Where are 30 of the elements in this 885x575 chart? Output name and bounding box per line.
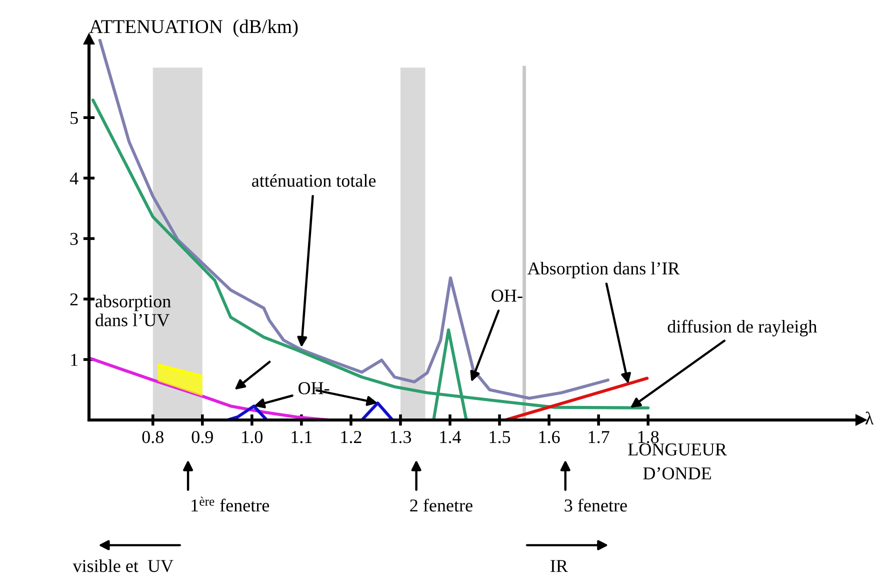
text: 2 fenetre	[410, 498, 472, 512]
text: 3 fenetre	[564, 498, 627, 512]
x-tick-label: 0.9	[192, 430, 213, 444]
x-tick-label: 1.6	[539, 430, 560, 444]
annotation: OH-	[492, 290, 522, 302]
y-axis-title: ATTENUATION (dB/km)	[89, 19, 298, 38]
x-tick-label: 1.7	[588, 431, 610, 444]
annotation: diffusion de rayleigh	[668, 320, 817, 336]
x-tick-label: 0.8	[142, 430, 164, 444]
y-tick-label: 1	[71, 354, 78, 366]
text: λ	[865, 412, 874, 424]
annotation: OH-	[298, 382, 330, 394]
x-tick-label: 1.1	[292, 431, 312, 444]
y-tick-label: 4	[70, 172, 78, 184]
text: IR	[550, 560, 568, 572]
x-tick-label: 1.8	[638, 430, 659, 444]
y-tick-label: 2	[70, 293, 78, 306]
x-tick-label: 1.4	[440, 431, 461, 444]
y-tick-label: 5	[70, 112, 78, 124]
annotation: atténuation totale	[252, 174, 376, 187]
text: 1$^{ère}$ fenetre	[192, 496, 270, 512]
x-tick-label: 1.5	[490, 431, 510, 444]
annotation: absorption dans l’UV	[96, 294, 171, 326]
x-tick-label: 1.2	[341, 430, 362, 444]
x-tick-label: 1.0	[242, 430, 263, 444]
text: visible et UV	[72, 559, 174, 572]
x-tick-label: 1.3	[390, 430, 412, 444]
y-tick-label: 3	[70, 232, 78, 246]
x-axis-title: LONGUEUR D’ONDE	[628, 443, 727, 480]
annotation: Absorption dans l’IR	[527, 262, 680, 278]
